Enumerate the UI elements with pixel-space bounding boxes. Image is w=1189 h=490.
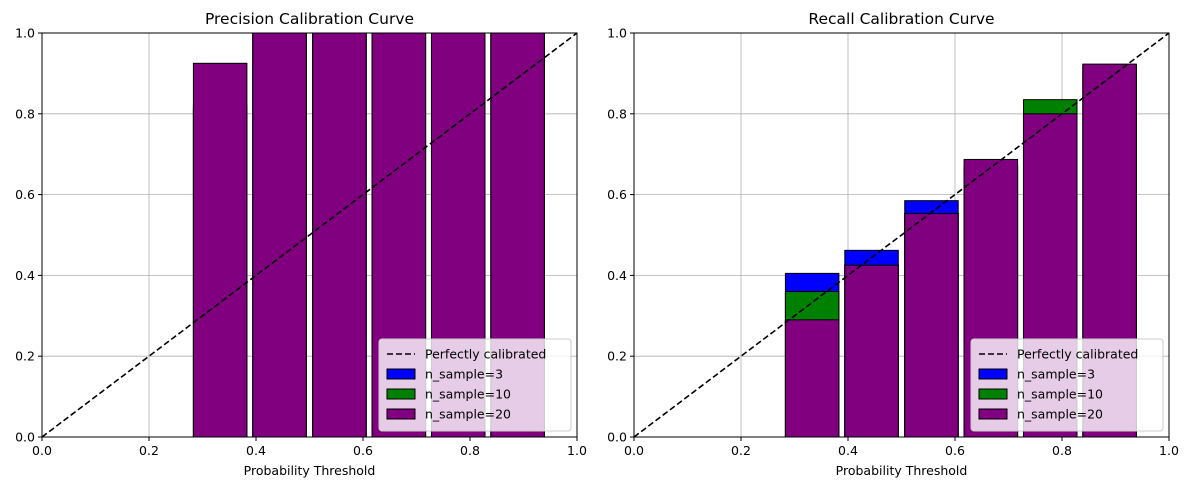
x-tick-label: 0.2 (731, 443, 751, 458)
x-tick-label: 0.2 (139, 443, 159, 458)
legend: Perfectly calibrated n_sample=3 n_sample=1… (378, 338, 572, 432)
y-tick-label: 1.0 (607, 26, 627, 41)
y-tick-label: 0.6 (607, 187, 627, 202)
legend-swatch-series-2 (386, 388, 416, 400)
legend: Perfectly calibrated n_sample=3 n_sample=1… (970, 338, 1164, 432)
bar-series-3-bin-4 (784, 319, 840, 438)
perfect-calibration-line (633, 32, 1170, 438)
x-tick-label: 0.0 (624, 443, 644, 458)
y-tick-label: 0.2 (15, 349, 35, 364)
x-tick-label: 1.0 (1159, 443, 1179, 458)
y-tick-label: 1.0 (15, 26, 35, 41)
legend-label-reference: Perfectly calibrated (1017, 347, 1138, 362)
legend-swatch-series-1 (386, 368, 416, 380)
legend-label-series-2: n_sample=10 (1017, 387, 1103, 402)
y-tick-label: 0.2 (607, 349, 627, 364)
bar-series-3-bin-4 (192, 62, 248, 438)
bars (192, 32, 545, 438)
x-tick-label: 0.6 (945, 443, 965, 458)
legend-swatch-series-3 (978, 408, 1008, 420)
x-axis-label: Probability Threshold (244, 463, 376, 478)
perfect-calibration-line (41, 32, 578, 438)
bar-series-3-bin-5 (252, 32, 307, 438)
y-tick-label: 0.4 (15, 268, 35, 283)
x-tick-label: 1.0 (567, 443, 587, 458)
plot-frame (41, 32, 578, 438)
chart-title: Recall Calibration Curve (808, 10, 994, 28)
bar-series-3-bin-6 (312, 32, 367, 438)
legend-swatch-series-1 (978, 368, 1008, 380)
x-axis-label: Probability Threshold (836, 463, 968, 478)
y-tick-label: 0.4 (607, 268, 627, 283)
y-tick-label: 0.8 (607, 106, 627, 121)
x-tick-label: 0.8 (460, 443, 480, 458)
legend-label-series-3: n_sample=20 (425, 407, 511, 422)
y-tick-label: 0.6 (15, 187, 35, 202)
legend-box (970, 338, 1164, 432)
y-tick-label: 0.0 (607, 430, 627, 445)
bar-series-3-bin-6 (904, 213, 959, 438)
legend-label-series-1: n_sample=3 (425, 367, 503, 382)
y-tick-label: 0.0 (15, 430, 35, 445)
x-tick-label: 0.0 (32, 443, 52, 458)
chart-title: Precision Calibration Curve (205, 10, 414, 28)
legend-swatch-series-3 (386, 408, 416, 420)
chart-panel-2: 0.0 0.2 0.4 0.6 0.8 1.0 0.0 0.2 0.4 0.6 0.8 1.0 Reca… (607, 10, 1179, 478)
legend-swatch-series-2 (978, 388, 1008, 400)
legend-label-reference: Perfectly calibrated (425, 347, 546, 362)
bar-series-3-bin-5 (844, 264, 899, 438)
x-tick-label: 0.6 (353, 443, 373, 458)
x-tick-label: 0.8 (1052, 443, 1072, 458)
x-tick-label: 0.4 (246, 443, 266, 458)
x-tick-label: 0.4 (838, 443, 858, 458)
plot-frame (633, 32, 1170, 438)
legend-box (378, 338, 572, 432)
chart-panel-1: 0.0 0.2 0.4 0.6 0.8 1.0 0.0 0.2 0.4 0.6 0.8 1.0 Prec… (15, 10, 587, 478)
legend-label-series-3: n_sample=20 (1017, 407, 1103, 422)
y-tick-label: 0.8 (15, 106, 35, 121)
legend-label-series-1: n_sample=3 (1017, 367, 1095, 382)
legend-label-series-2: n_sample=10 (425, 387, 511, 402)
